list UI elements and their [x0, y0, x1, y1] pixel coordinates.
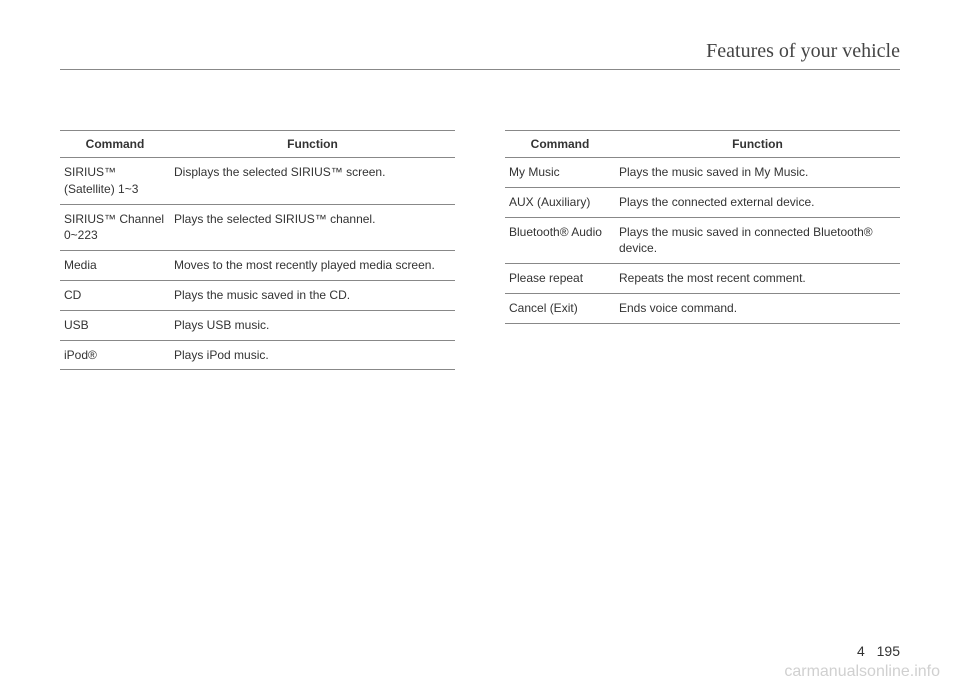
voice-command-table-right: Command Function My Music Plays the musi… — [505, 130, 900, 324]
cell-command: iPod® — [60, 340, 170, 370]
chapter-number: 4 — [857, 643, 865, 659]
cell-command: Cancel (Exit) — [505, 293, 615, 323]
header-function: Function — [615, 131, 900, 158]
cell-command: AUX (Auxiliary) — [505, 187, 615, 217]
table-row: SIRIUS™ (Satellite) 1~3 Displays the sel… — [60, 158, 455, 205]
cell-function: Plays the music saved in connected Bluet… — [615, 217, 900, 264]
page-number: 195 — [877, 643, 900, 659]
left-column: Command Function SIRIUS™ (Satellite) 1~3… — [60, 130, 455, 370]
cell-function: Plays USB music. — [170, 310, 455, 340]
table-row: CD Plays the music saved in the CD. — [60, 280, 455, 310]
cell-function: Plays the music saved in My Music. — [615, 158, 900, 188]
cell-function: Plays the selected SIRIUS™ channel. — [170, 204, 455, 251]
table-header-row: Command Function — [60, 131, 455, 158]
cell-command: My Music — [505, 158, 615, 188]
table-row: Cancel (Exit) Ends voice command. — [505, 293, 900, 323]
table-row: Bluetooth® Audio Plays the music saved i… — [505, 217, 900, 264]
cell-command: USB — [60, 310, 170, 340]
table-row: My Music Plays the music saved in My Mus… — [505, 158, 900, 188]
cell-function: Repeats the most recent comment. — [615, 264, 900, 294]
header-command: Command — [60, 131, 170, 158]
table-row: Please repeat Repeats the most recent co… — [505, 264, 900, 294]
page-header: Features of your vehicle — [60, 40, 900, 70]
cell-function: Moves to the most recently played media … — [170, 251, 455, 281]
watermark-text: carmanualsonline.info — [784, 663, 940, 681]
table-row: AUX (Auxiliary) Plays the connected exte… — [505, 187, 900, 217]
content-columns: Command Function SIRIUS™ (Satellite) 1~3… — [60, 130, 900, 370]
page-footer: 4 195 — [857, 643, 900, 659]
right-column: Command Function My Music Plays the musi… — [505, 130, 900, 370]
cell-command: Bluetooth® Audio — [505, 217, 615, 264]
header-command: Command — [505, 131, 615, 158]
table-row: Media Moves to the most recently played … — [60, 251, 455, 281]
cell-function: Displays the selected SIRIUS™ screen. — [170, 158, 455, 205]
header-function: Function — [170, 131, 455, 158]
cell-function: Plays iPod music. — [170, 340, 455, 370]
cell-function: Plays the connected external device. — [615, 187, 900, 217]
cell-command: SIRIUS™ (Satellite) 1~3 — [60, 158, 170, 205]
cell-command: CD — [60, 280, 170, 310]
cell-command: Please repeat — [505, 264, 615, 294]
voice-command-table-left: Command Function SIRIUS™ (Satellite) 1~3… — [60, 130, 455, 370]
table-header-row: Command Function — [505, 131, 900, 158]
table-row: SIRIUS™ Channel 0~223 Plays the selected… — [60, 204, 455, 251]
cell-function: Ends voice command. — [615, 293, 900, 323]
table-row: USB Plays USB music. — [60, 310, 455, 340]
table-row: iPod® Plays iPod music. — [60, 340, 455, 370]
page-container: Features of your vehicle Command Functio… — [0, 0, 960, 689]
section-title: Features of your vehicle — [60, 40, 900, 63]
cell-command: SIRIUS™ Channel 0~223 — [60, 204, 170, 251]
cell-command: Media — [60, 251, 170, 281]
cell-function: Plays the music saved in the CD. — [170, 280, 455, 310]
